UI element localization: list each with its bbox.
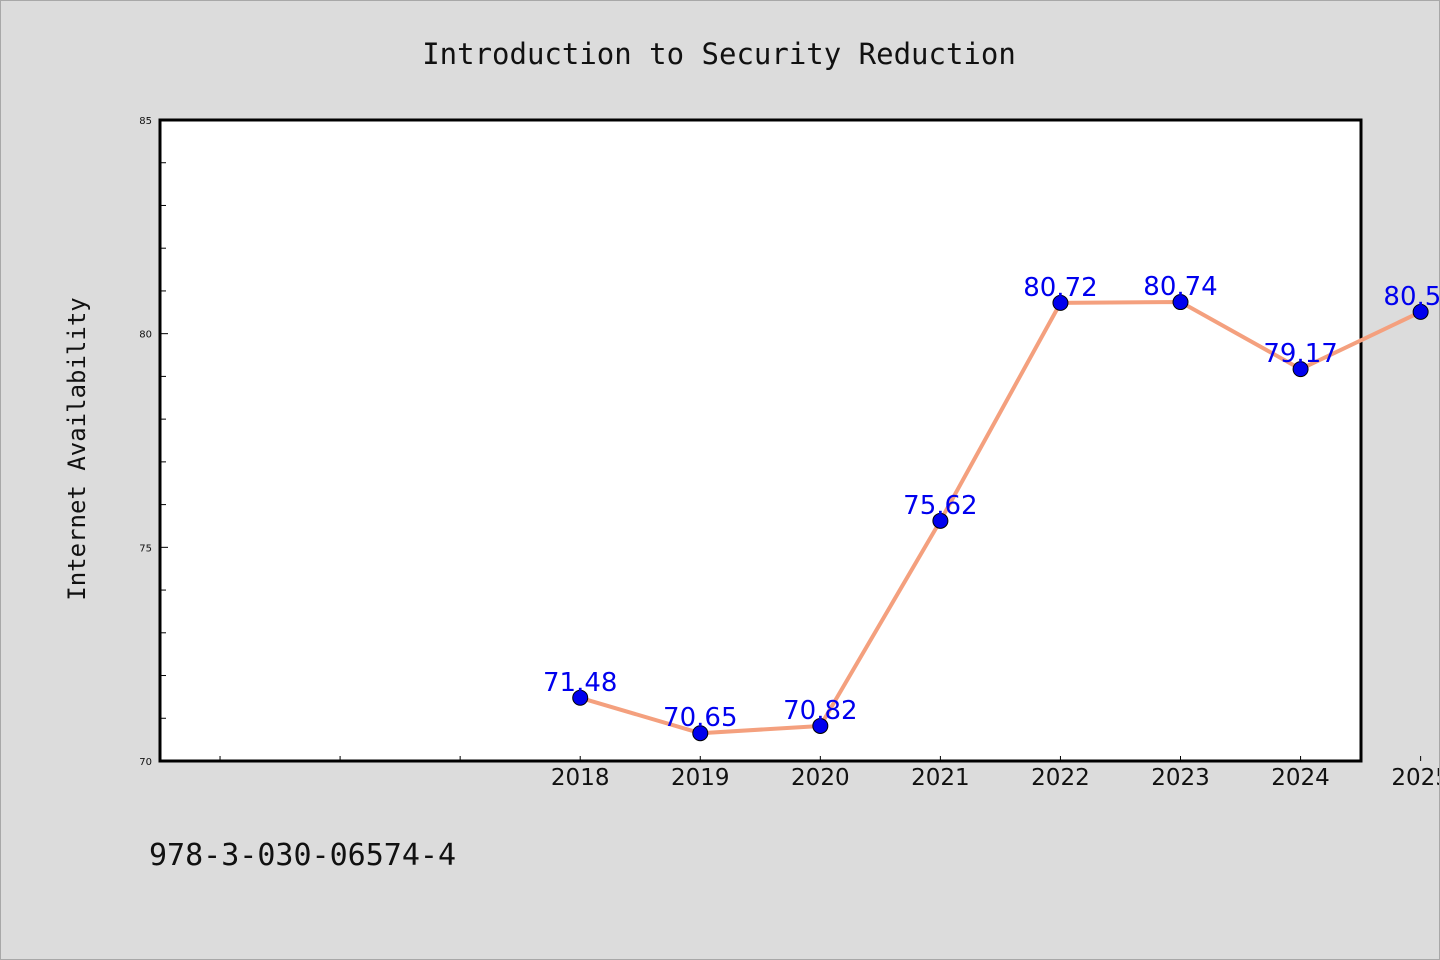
data-label: 70.65: [663, 703, 737, 733]
data-point: [1172, 294, 1189, 311]
x-tick-label: 2021: [911, 765, 970, 791]
y-tick-label: 80: [139, 330, 152, 341]
isbn-text: 978-3-030-06574-4: [149, 838, 456, 873]
chart-title: Introduction to Security Reduction: [422, 37, 1016, 71]
series-line: [579, 300, 1422, 736]
x-axis: 2018 2019 2020 2021 2022 2023 2024 2025: [219, 756, 1439, 791]
data-point: [1412, 303, 1429, 320]
x-tick-label: 2024: [1271, 765, 1330, 791]
data-point: [812, 717, 829, 734]
data-label: 80.51: [1383, 282, 1439, 312]
data-label: 70.82: [783, 696, 857, 726]
y-tick-label: 70: [139, 757, 152, 768]
data-point: [1052, 294, 1069, 311]
data-label: 80.74: [1143, 272, 1217, 302]
data-label: 80.72: [1023, 273, 1097, 303]
plot-area: [158, 118, 1363, 763]
data-point: [1292, 361, 1309, 378]
x-tick-label: 2022: [1031, 765, 1090, 791]
x-tick-label: 2020: [791, 765, 850, 791]
y-axis-label: Internet Availability: [63, 297, 91, 600]
y-tick-label: 75: [139, 543, 152, 554]
x-tick-label: 2025: [1391, 765, 1439, 791]
data-label: 75.62: [903, 491, 977, 521]
x-tick-label: 2019: [671, 765, 730, 791]
data-labels: 71.48 70.65 70.82 75.62 80.72 80.74 79.17 80.51: [543, 272, 1439, 733]
data-point: [932, 512, 949, 529]
data-point: [572, 689, 589, 706]
x-tick-label: 2018: [551, 765, 610, 791]
y-axis: 70 75 80 85: [139, 116, 168, 768]
x-tick-label: 2023: [1151, 765, 1210, 791]
data-label: 71.48: [543, 668, 617, 698]
data-points: [572, 294, 1429, 742]
y-tick-label: 85: [139, 116, 152, 127]
data-point: [692, 725, 709, 742]
data-label: 79.17: [1263, 339, 1337, 369]
